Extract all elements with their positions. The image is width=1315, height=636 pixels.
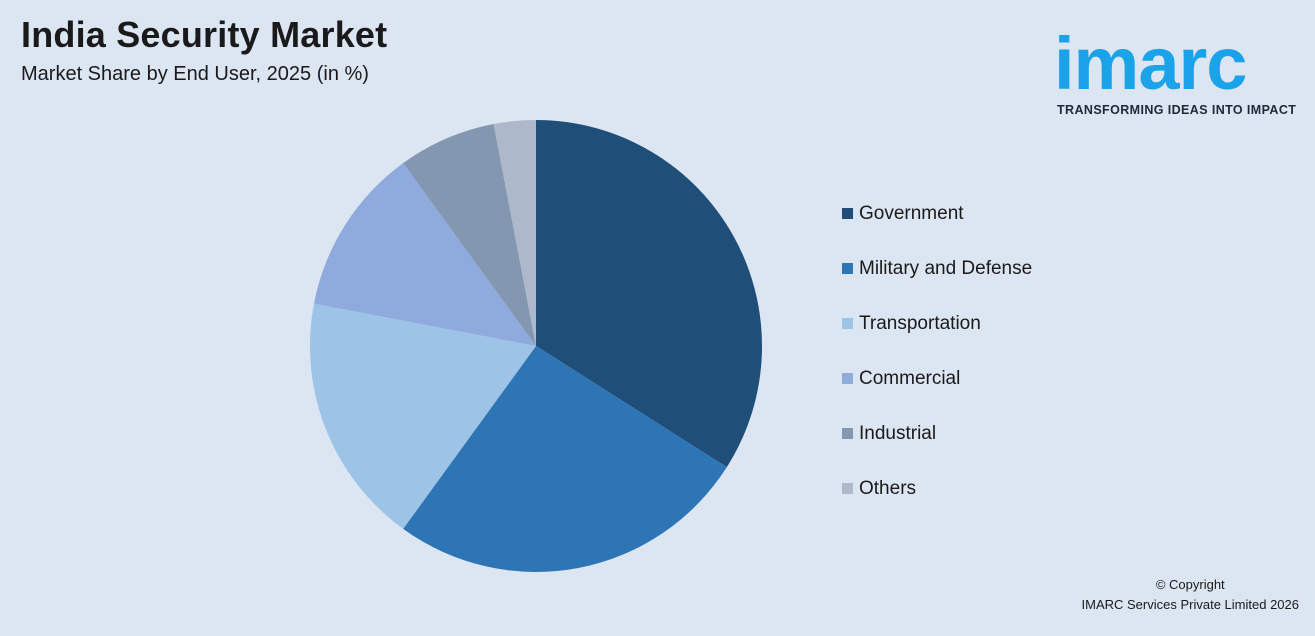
legend-item-commercial: Commercial (842, 351, 1032, 406)
legend-swatch (842, 483, 853, 494)
chart-subtitle: Market Share by End User, 2025 (in %) (21, 63, 369, 85)
legend-item-military-and-defense: Military and Defense (842, 241, 1032, 296)
copyright-line-1: © Copyright (1155, 577, 1225, 592)
legend-label: Transportation (859, 312, 981, 334)
legend-swatch (842, 208, 853, 219)
legend-label: Government (859, 202, 964, 224)
legend-swatch (842, 318, 853, 329)
legend-item-government: Government (842, 186, 1032, 241)
legend-label: Commercial (859, 367, 961, 389)
copyright-notice: © Copyright IMARC Services Private Limit… (1082, 575, 1299, 615)
pie-slice-government (536, 120, 763, 468)
pie-slice-others (493, 120, 536, 346)
legend-label: Industrial (859, 422, 937, 444)
pie-slice-transportation (309, 303, 536, 529)
legend-item-others: Others (842, 461, 1032, 516)
chart-legend: Government Military and Defense Transporta… (842, 186, 1032, 516)
logo-tagline: TRANSFORMING IDEAS INTO IMPACT (1057, 103, 1297, 117)
legend-label: Military and Defense (859, 257, 1033, 279)
pie-slice-military-and-defense (403, 346, 727, 573)
chart-title: India Security Market (21, 14, 388, 55)
legend-swatch (842, 263, 853, 274)
logo-wordmark: imarc (1054, 22, 1247, 105)
legend-swatch (842, 428, 853, 439)
pie-slice-industrial (403, 124, 536, 346)
imarc-logo: imarc TRANSFORMING IDEAS INTO IMPACT (1054, 10, 1309, 122)
legend-item-transportation: Transportation (842, 296, 1032, 351)
legend-label: Others (859, 477, 917, 499)
pie-slice-commercial (314, 163, 536, 346)
pie-chart (309, 120, 763, 573)
legend-item-industrial: Industrial (842, 406, 1032, 461)
copyright-line-2: IMARC Services Private Limited 2026 (1081, 597, 1299, 612)
legend-swatch (842, 373, 853, 384)
